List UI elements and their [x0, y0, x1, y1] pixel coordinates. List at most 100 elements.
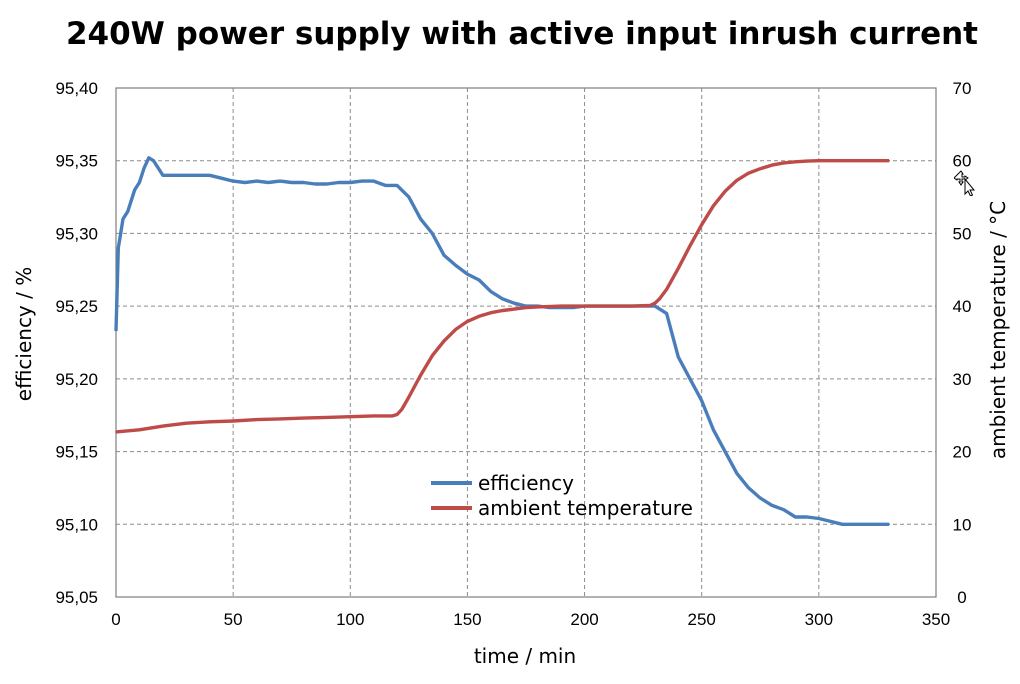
efficiency-point [396, 184, 398, 187]
efficiency-point [126, 210, 129, 213]
efficiency-point [119, 232, 122, 235]
efficiency-point [133, 189, 136, 191]
ambient-temperature-point [466, 320, 469, 323]
ambient-temperature-point [326, 416, 328, 419]
x-tick-label: 350 [922, 610, 950, 629]
ambient-temperature-point [279, 418, 281, 420]
efficiency-point [314, 183, 316, 185]
efficiency-point [337, 181, 340, 184]
ambient-temperature-point [607, 305, 609, 307]
y-tick-label-right: 10 [953, 515, 972, 534]
efficiency-point [408, 196, 410, 198]
efficiency-point [115, 330, 117, 332]
efficiency-point [372, 180, 375, 182]
efficiency-point [747, 487, 750, 489]
ambient-temperature-point [747, 172, 750, 174]
efficiency-point [255, 180, 258, 182]
ambient-temperature-point [490, 311, 492, 314]
ambient-temperature-point [302, 417, 305, 419]
y-tick-label-right: 0 [957, 588, 966, 607]
ambient-temperature-point [391, 415, 394, 417]
ambient-temperature-point [525, 306, 527, 309]
y-tick-label-right: 20 [953, 443, 972, 462]
ambient-temperature-point [419, 374, 422, 377]
ambient-temperature-point [665, 288, 668, 291]
efficiency-point [117, 247, 120, 249]
efficiency-point [876, 523, 879, 526]
efficiency-point [700, 399, 703, 402]
y-axis-label-right: ambient temperature / °C [986, 201, 1010, 459]
efficiency-point [829, 520, 832, 523]
grid [116, 88, 936, 597]
efficiency-point [419, 218, 422, 220]
efficiency-point [478, 279, 480, 281]
efficiency-points [115, 157, 890, 526]
ambient-temperature-point [794, 161, 797, 163]
efficiency-point [724, 450, 726, 453]
ambient-temperature-point [771, 164, 773, 166]
ambient-temperature-point [396, 413, 398, 416]
ambient-temperature-point [712, 204, 715, 207]
y-tick-label-left: 95,30 [55, 224, 98, 243]
y-tick-label-right: 30 [953, 370, 972, 389]
efficiency-point [771, 504, 773, 507]
ambient-temperature-point [658, 298, 661, 300]
efficiency-point [677, 356, 680, 358]
ambient-temperature-point [759, 167, 762, 170]
ambient-temperature-point [372, 415, 375, 417]
ambient-temperature-point [431, 354, 434, 357]
ambient-temperature-point [630, 305, 633, 307]
efficiency-point [443, 254, 445, 257]
ambient-temperature-point [454, 328, 457, 331]
x-tick-label: 150 [453, 610, 481, 629]
efficiency-point [220, 177, 223, 179]
ambient-temperature-point [724, 190, 726, 193]
efficiency-point [853, 523, 855, 526]
efficiency-point [267, 181, 270, 184]
ambient-temperature-point [888, 159, 890, 162]
efficiency-point [759, 497, 762, 499]
y-tick-label-right: 60 [953, 152, 972, 171]
legend-label-ambient-temperature: ambient temperature [478, 496, 693, 520]
efficiency-point [302, 181, 305, 184]
ambient-temperature-point [583, 305, 586, 307]
y-tick-label-left: 95,35 [55, 152, 98, 171]
ambient-temperature-point [536, 306, 539, 308]
ambient-temperature-point [138, 428, 141, 431]
efficiency-point [148, 157, 150, 159]
efficiency-point [208, 174, 211, 177]
ambient-temperature-point [408, 396, 410, 398]
ambient-temperature-point [700, 223, 703, 226]
ambient-temperature-point [162, 425, 164, 427]
y-axis-label-left: efficiency / % [12, 267, 36, 401]
efficiency-point [349, 181, 352, 184]
efficiency-point [864, 523, 867, 526]
efficiency-point [454, 264, 457, 267]
efficiency-point [279, 180, 281, 182]
efficiency-point [513, 302, 516, 305]
ambient-temperature-point [401, 408, 403, 411]
legend-label-efficiency: efficiency [478, 471, 574, 495]
y-tick-label-right: 70 [953, 79, 972, 98]
efficiency-point [888, 523, 890, 526]
x-tick-label: 200 [570, 610, 598, 629]
efficiency-point [361, 180, 363, 182]
ambient-temperature-point [513, 308, 516, 310]
efficiency-point [143, 167, 145, 169]
efficiency-point [290, 181, 293, 184]
tick-labels: 0 50 100 150 200 250 300 35095,0595,1095,1595,2… [55, 79, 971, 629]
ambient-temperature-point [689, 244, 691, 247]
series-line-efficiency [114, 156, 890, 526]
efficiency-point [818, 517, 820, 520]
ambient-temperature-points [115, 159, 890, 433]
ambient-temperature-point [501, 309, 504, 312]
efficiency-point [712, 428, 715, 431]
ambient-temperature-point [654, 302, 656, 305]
chart-title: 240W power supply with active input inru… [66, 16, 978, 52]
efficiency-point [326, 183, 328, 185]
ambient-temperature-point [349, 415, 352, 418]
x-tick-label: 50 [224, 610, 243, 629]
ambient-temperature-point [443, 340, 445, 342]
legend: efficiency ambient temperature [431, 471, 693, 520]
